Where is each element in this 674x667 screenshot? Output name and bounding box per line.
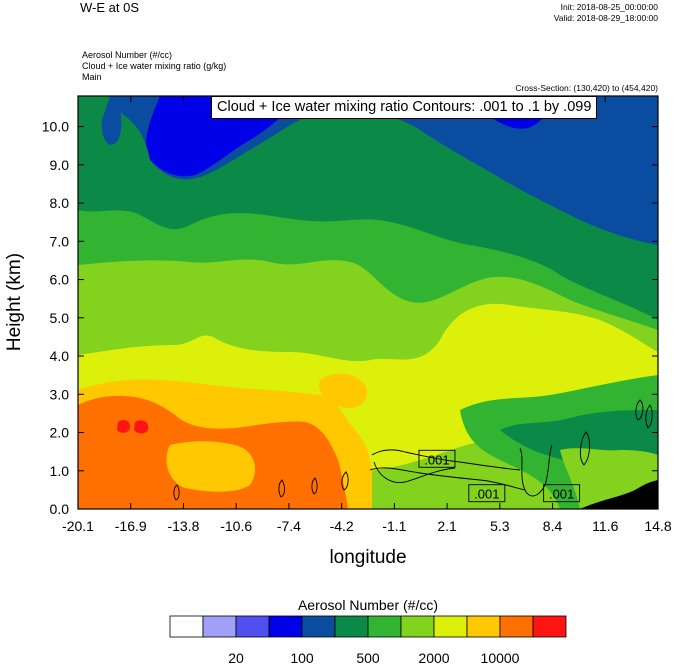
y-tick-label: 3.0 <box>50 386 70 402</box>
y-tick-label: 9.0 <box>50 157 70 173</box>
y-tick-label: 2.0 <box>50 425 70 441</box>
field-aerosol-label: Aerosol Number (#/cc) <box>82 50 173 60</box>
x-tick-label: -4.2 <box>330 518 354 534</box>
colorbar-title: Aerosol Number (#/cc) <box>298 597 438 613</box>
colorbar-tick-label: 2000 <box>418 650 449 666</box>
init-time: Init: 2018-08-25_00:00:00 <box>560 2 658 12</box>
contour-label-box <box>418 449 456 468</box>
contour-label: .001 <box>474 487 499 502</box>
field-cloud-label: Cloud + Ice water mixing ratio (g/kg) <box>82 61 227 71</box>
colorbar-tick-label: 20 <box>228 650 244 666</box>
chart-title: W-E at 0S <box>80 0 140 15</box>
colorbar-swatch <box>235 615 270 638</box>
x-tick-label: 5.3 <box>490 518 510 534</box>
y-tick-label: 1.0 <box>50 463 70 479</box>
colorbar-swatch <box>499 615 534 638</box>
x-tick-label: 11.6 <box>592 518 618 534</box>
colorbar-swatch <box>268 615 303 638</box>
x-axis: -20.1 -16.9 -13.8 -10.6 -7.4 -4.2 -1.1 2.1 5.3 8.… <box>62 96 672 534</box>
x-tick-label: -10.6 <box>220 518 252 534</box>
contour-info-box: Cloud + Ice water mixing ratio Contours:… <box>211 96 598 119</box>
colorbar-swatch <box>169 615 204 638</box>
x-tick-label: -1.1 <box>382 518 406 534</box>
colorbar-swatch <box>301 615 336 638</box>
colorbar-swatch <box>334 615 369 638</box>
x-tick-label: -7.4 <box>277 518 301 534</box>
colorbar-swatch <box>433 615 468 638</box>
colorbar-swatch <box>367 615 402 638</box>
y-tick-label: 7.0 <box>50 233 70 249</box>
aerosol-field <box>78 96 658 509</box>
colorbar-swatch <box>466 615 501 638</box>
colorbar-swatch <box>202 615 237 638</box>
colorbar-swatch <box>400 615 435 638</box>
x-tick-label: -16.9 <box>115 518 147 534</box>
x-tick-label: 2.1 <box>437 518 457 534</box>
x-axis-label: longitude <box>329 547 406 568</box>
contour-label: .001 <box>549 487 574 502</box>
x-tick-label: 14.8 <box>644 518 671 534</box>
y-tick-label: 8.0 <box>50 195 70 211</box>
y-tick-label: 6.0 <box>50 272 70 288</box>
colorbar-tick-label: 10000 <box>481 650 520 666</box>
colorbar-swatch <box>532 615 567 638</box>
y-tick-label: 10.0 <box>42 119 69 135</box>
y-tick-label: 5.0 <box>50 310 70 326</box>
contour-label-box <box>468 484 506 503</box>
contour-label: .001 <box>424 452 449 467</box>
colorbar: 20 100 500 2000 10000 <box>169 615 567 666</box>
contour-labels: .001 .001 .001 <box>418 449 581 503</box>
colorbar-tick-label: 500 <box>356 650 380 666</box>
field-main-label: Main <box>82 72 102 82</box>
valid-time: Valid: 2018-08-29_18:00:00 <box>553 13 658 23</box>
y-tick-label: 4.0 <box>50 348 70 364</box>
cross-section-label: Cross-Section: (130,420) to (454,420) <box>515 83 658 93</box>
contour-label-box <box>543 484 581 503</box>
y-axis: 0.0 1.0 2.0 3.0 4.0 5.0 6.0 7.0 8.0 9.0 10.0 <box>42 119 658 517</box>
x-tick-label: -13.8 <box>167 518 199 534</box>
x-tick-label: -20.1 <box>62 518 94 534</box>
y-axis-label: Height (km) <box>4 253 25 351</box>
cloud-contours <box>173 399 653 501</box>
colorbar-tick-label: 100 <box>290 650 314 666</box>
x-tick-label: 8.4 <box>543 518 563 534</box>
y-tick-label: 0.0 <box>50 501 70 517</box>
